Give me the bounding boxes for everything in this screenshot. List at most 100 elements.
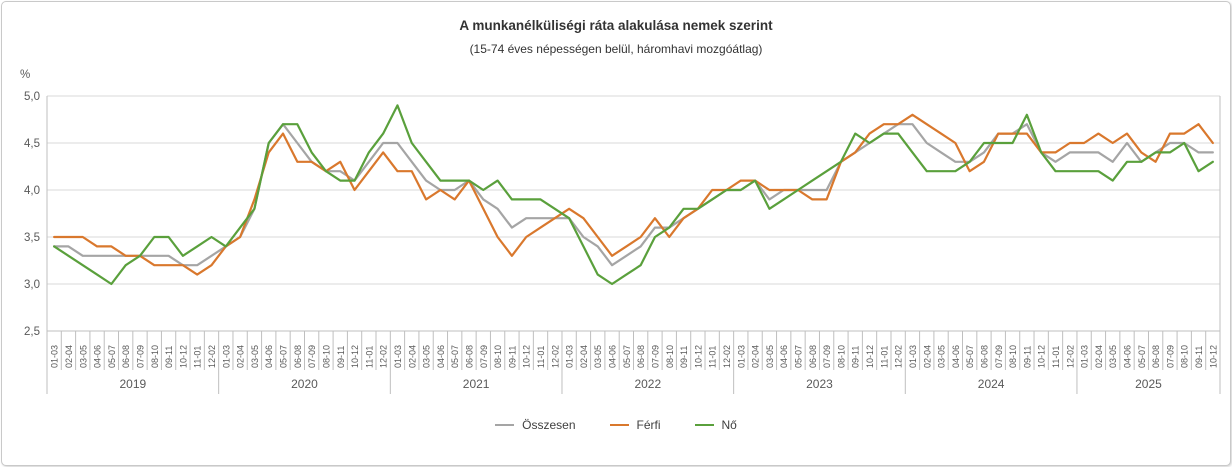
legend-item-osszesen: Összesen xyxy=(495,418,576,432)
svg-text:07-09: 07-09 xyxy=(307,345,317,368)
svg-text:11-01: 11-01 xyxy=(708,346,718,368)
svg-text:02-04: 02-04 xyxy=(579,345,589,368)
svg-text:01-03: 01-03 xyxy=(908,345,918,368)
legend-label: Férfi xyxy=(636,418,661,432)
svg-text:01-03: 01-03 xyxy=(221,345,231,368)
svg-text:06-08: 06-08 xyxy=(1151,345,1161,368)
svg-text:07-09: 07-09 xyxy=(994,345,1004,368)
svg-text:10-12: 10-12 xyxy=(178,345,188,368)
svg-text:10-12: 10-12 xyxy=(693,345,703,368)
svg-text:07-09: 07-09 xyxy=(1165,345,1175,368)
svg-text:2025: 2025 xyxy=(1135,377,1162,391)
svg-text:2024: 2024 xyxy=(978,377,1005,391)
legend-line-swatch-green xyxy=(694,424,714,426)
svg-text:08-10: 08-10 xyxy=(493,345,503,368)
legend-line-swatch-gray xyxy=(495,424,515,426)
svg-text:07-09: 07-09 xyxy=(650,345,660,368)
legend-line-swatch-orange xyxy=(609,424,629,426)
x-axis-month-labels: 01-03 02-04 03-05 04-06 05-07 06-08 07-09 08-10… xyxy=(50,345,1219,368)
chart-subtitle: (15-74 éves népességen belül, háromhavi … xyxy=(469,42,763,56)
svg-text:04-06: 04-06 xyxy=(1123,345,1133,368)
line-chart: %5,04,54,03,53,02,501-03 02-04 03-05 04-06 0… xyxy=(20,69,1221,394)
svg-text:06-08: 06-08 xyxy=(636,345,646,368)
svg-text:12-02: 12-02 xyxy=(722,345,732,368)
svg-text:03-05: 03-05 xyxy=(765,345,775,368)
chart-legend: Összesen Férfi Nő xyxy=(2,418,1230,432)
svg-text:09-11: 09-11 xyxy=(164,346,174,368)
svg-text:03-05: 03-05 xyxy=(593,345,603,368)
svg-text:12-02: 12-02 xyxy=(207,345,217,368)
gridlines xyxy=(47,95,1220,332)
y-axis-tick-labels: 5,0 4,5 4,0 3,5 3,0 2,5 xyxy=(24,91,40,338)
svg-text:07-09: 07-09 xyxy=(135,345,145,368)
svg-text:02-04: 02-04 xyxy=(236,345,246,368)
svg-text:04-06: 04-06 xyxy=(436,345,446,368)
svg-text:11-01: 11-01 xyxy=(193,346,203,368)
svg-text:10-12: 10-12 xyxy=(1208,345,1218,368)
svg-text:2019: 2019 xyxy=(119,377,146,391)
svg-text:09-11: 09-11 xyxy=(507,346,517,368)
x-axis-year-labels: 2019 2020 2021 2022 2023 2024 2025 xyxy=(119,377,1162,391)
svg-text:2020: 2020 xyxy=(291,377,318,391)
svg-text:11-01: 11-01 xyxy=(1051,346,1061,368)
svg-text:09-11: 09-11 xyxy=(1022,346,1032,368)
svg-text:01-03: 01-03 xyxy=(736,345,746,368)
svg-text:01-03: 01-03 xyxy=(393,345,403,368)
svg-text:06-08: 06-08 xyxy=(979,345,989,368)
svg-text:12-02: 12-02 xyxy=(1065,345,1075,368)
svg-text:05-07: 05-07 xyxy=(622,345,632,368)
svg-text:06-08: 06-08 xyxy=(121,345,131,368)
svg-text:09-11: 09-11 xyxy=(1194,346,1204,368)
svg-text:02-04: 02-04 xyxy=(751,345,761,368)
svg-text:06-08: 06-08 xyxy=(808,345,818,368)
svg-text:05-07: 05-07 xyxy=(794,345,804,368)
svg-text:07-09: 07-09 xyxy=(822,345,832,368)
svg-text:04-06: 04-06 xyxy=(93,345,103,368)
svg-text:08-10: 08-10 xyxy=(836,345,846,368)
svg-text:02-04: 02-04 xyxy=(407,345,417,368)
svg-text:4,0: 4,0 xyxy=(24,185,40,197)
y-axis-unit-label: % xyxy=(20,69,30,81)
svg-text:04-06: 04-06 xyxy=(951,345,961,368)
chart-title: A munkanélküliségi ráta alakulása nemek … xyxy=(459,18,773,33)
svg-text:08-10: 08-10 xyxy=(665,345,675,368)
svg-text:01-03: 01-03 xyxy=(1080,345,1090,368)
svg-text:03-05: 03-05 xyxy=(250,345,260,368)
svg-text:2023: 2023 xyxy=(806,377,833,391)
svg-text:08-10: 08-10 xyxy=(321,345,331,368)
svg-text:02-04: 02-04 xyxy=(64,345,74,368)
svg-text:09-11: 09-11 xyxy=(679,346,689,368)
svg-text:09-11: 09-11 xyxy=(851,346,861,368)
svg-text:01-03: 01-03 xyxy=(50,345,60,368)
svg-text:05-07: 05-07 xyxy=(450,345,460,368)
svg-text:12-02: 12-02 xyxy=(894,345,904,368)
svg-text:08-10: 08-10 xyxy=(150,345,160,368)
svg-text:4,5: 4,5 xyxy=(24,138,40,150)
svg-text:09-11: 09-11 xyxy=(336,346,346,368)
legend-label: Nő xyxy=(721,418,737,432)
svg-text:03-05: 03-05 xyxy=(78,345,88,368)
svg-text:08-10: 08-10 xyxy=(1008,345,1018,368)
svg-text:10-12: 10-12 xyxy=(865,345,875,368)
svg-text:03-05: 03-05 xyxy=(422,345,432,368)
svg-text:12-02: 12-02 xyxy=(379,345,389,368)
svg-text:2021: 2021 xyxy=(463,377,490,391)
svg-text:03-05: 03-05 xyxy=(1108,345,1118,368)
svg-text:10-12: 10-12 xyxy=(1037,345,1047,368)
svg-text:11-01: 11-01 xyxy=(536,346,546,368)
svg-text:01-03: 01-03 xyxy=(565,345,575,368)
legend-item-no: Nő xyxy=(694,418,737,432)
svg-text:06-08: 06-08 xyxy=(464,345,474,368)
svg-text:07-09: 07-09 xyxy=(479,345,489,368)
x-axis-structure xyxy=(46,96,1221,394)
svg-text:3,0: 3,0 xyxy=(24,279,40,291)
svg-text:11-01: 11-01 xyxy=(879,346,889,368)
legend-label: Összesen xyxy=(522,418,576,432)
svg-text:08-10: 08-10 xyxy=(1180,345,1190,368)
series-line-nő xyxy=(53,104,1214,286)
svg-text:04-06: 04-06 xyxy=(608,345,618,368)
svg-text:05-07: 05-07 xyxy=(279,345,289,368)
svg-text:05-07: 05-07 xyxy=(107,345,117,368)
svg-text:11-01: 11-01 xyxy=(364,346,374,368)
